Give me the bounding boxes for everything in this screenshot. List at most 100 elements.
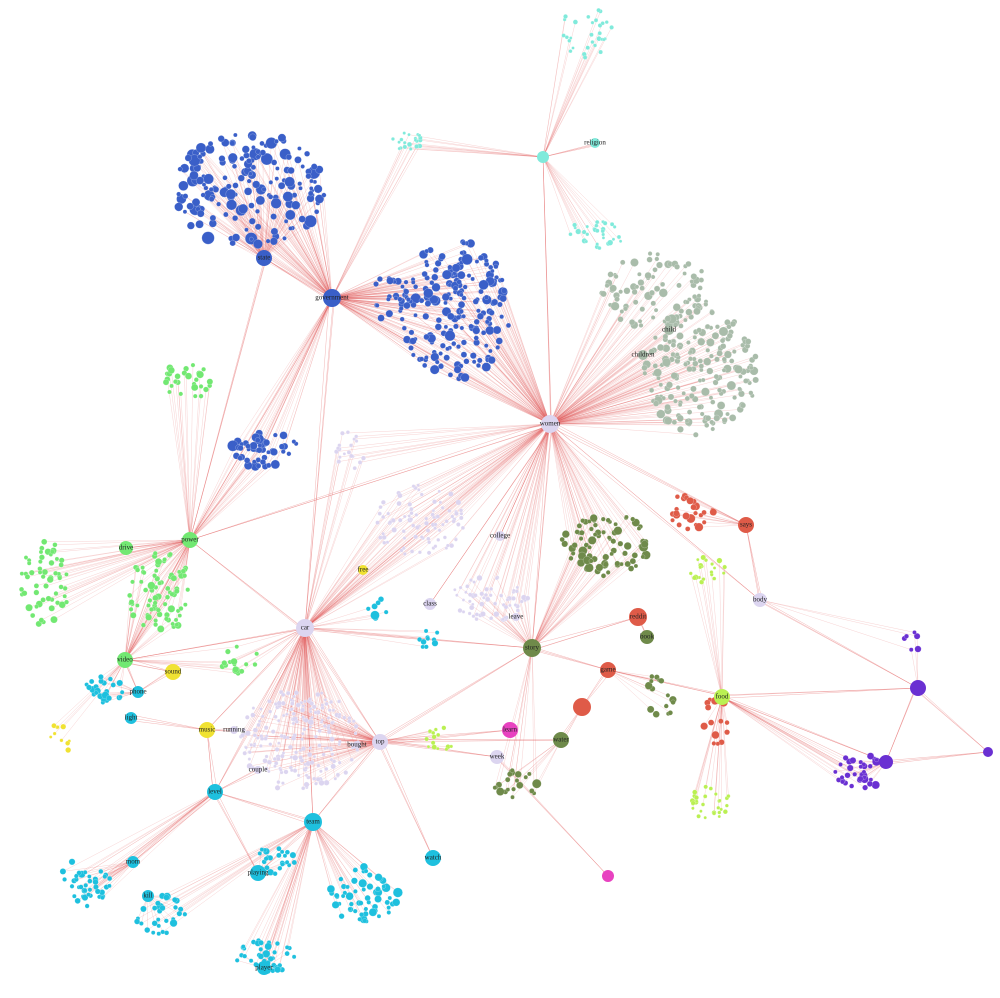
- edge: [304, 456, 354, 629]
- node: [624, 514, 629, 520]
- node: [484, 294, 489, 300]
- edge: [304, 627, 427, 648]
- node: [609, 25, 614, 30]
- node: [293, 690, 299, 696]
- hub-node: [573, 698, 591, 716]
- node: [716, 805, 721, 810]
- hub-node: [490, 750, 504, 764]
- edge: [304, 461, 340, 629]
- node: [279, 431, 288, 440]
- edge: [455, 423, 551, 512]
- node: [223, 211, 229, 218]
- edge: [720, 697, 887, 763]
- node: [86, 892, 91, 897]
- edge: [549, 332, 703, 425]
- node: [291, 200, 301, 210]
- node: [373, 281, 379, 287]
- edge: [124, 659, 239, 674]
- node: [426, 536, 431, 541]
- edge: [294, 627, 306, 771]
- edge: [266, 627, 306, 737]
- node: [53, 570, 59, 576]
- node: [255, 195, 265, 206]
- node: [278, 443, 285, 450]
- node: [586, 14, 591, 19]
- edge: [331, 147, 401, 299]
- edge: [720, 687, 919, 696]
- node: [157, 625, 165, 633]
- node: [674, 494, 680, 500]
- node: [646, 256, 653, 263]
- edge: [549, 423, 627, 518]
- edge: [476, 327, 551, 425]
- edge: [549, 376, 717, 425]
- node: [275, 941, 280, 946]
- edge: [189, 381, 211, 541]
- node: [705, 348, 711, 353]
- node: [444, 330, 456, 342]
- edge: [549, 373, 645, 425]
- node: [610, 538, 617, 544]
- node: [585, 224, 589, 229]
- node: [72, 894, 77, 899]
- edge: [294, 735, 381, 743]
- node: [717, 401, 726, 410]
- node: [255, 463, 262, 469]
- node: [118, 694, 123, 700]
- hub-node: [353, 741, 361, 749]
- node: [584, 563, 594, 573]
- node: [699, 268, 704, 274]
- node: [84, 903, 90, 909]
- node-label: says: [740, 521, 752, 529]
- node: [317, 728, 322, 733]
- edge: [431, 282, 551, 425]
- node: [607, 239, 614, 246]
- edge: [274, 231, 333, 299]
- node: [149, 607, 154, 612]
- node: [381, 884, 386, 889]
- edge: [78, 791, 216, 874]
- node: [182, 209, 188, 214]
- edge: [130, 717, 208, 731]
- edge: [148, 539, 191, 606]
- node: [456, 522, 461, 527]
- node: [257, 851, 262, 856]
- edge: [132, 714, 208, 731]
- edge: [705, 560, 723, 698]
- edge: [40, 539, 191, 573]
- edge: [137, 821, 314, 919]
- node: [241, 145, 250, 154]
- hub-node: [541, 415, 559, 433]
- node: [710, 399, 716, 405]
- edge: [409, 144, 544, 158]
- node: [514, 778, 520, 783]
- edge: [549, 341, 749, 425]
- node: [363, 868, 369, 874]
- edge: [162, 821, 314, 909]
- edge: [65, 539, 191, 589]
- node: [330, 763, 336, 770]
- edge: [331, 274, 451, 299]
- node: [692, 335, 698, 340]
- node: [258, 940, 264, 946]
- node: [272, 950, 277, 955]
- edge: [480, 615, 533, 649]
- node: [696, 327, 702, 333]
- node: [330, 752, 335, 756]
- edge: [542, 38, 600, 158]
- hub-node: [424, 598, 436, 610]
- node: [252, 744, 256, 748]
- node: [495, 345, 500, 350]
- node: [375, 520, 380, 525]
- edge: [515, 423, 551, 606]
- edge: [304, 521, 391, 629]
- edge: [304, 627, 327, 704]
- node: [190, 362, 196, 368]
- edge: [213, 794, 259, 874]
- node: [58, 557, 65, 564]
- node: [652, 710, 660, 718]
- edge: [312, 821, 381, 879]
- node: [438, 351, 443, 356]
- edge: [279, 821, 314, 966]
- edge: [429, 425, 553, 605]
